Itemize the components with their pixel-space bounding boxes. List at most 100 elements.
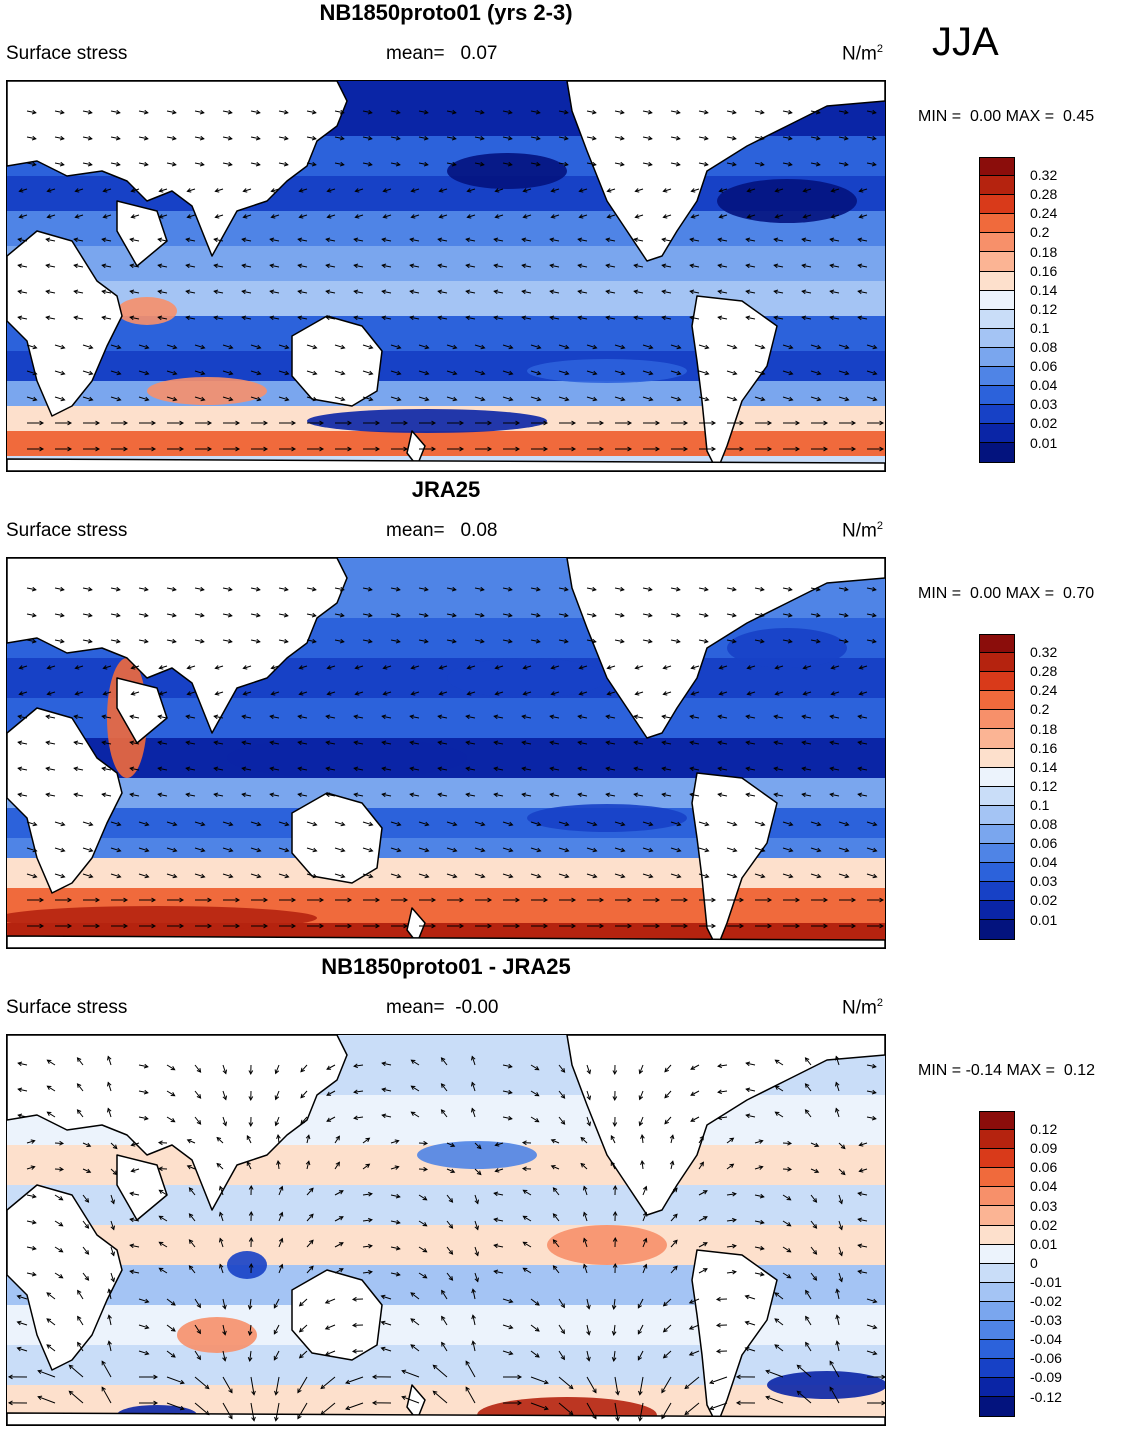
vector-head xyxy=(172,821,178,827)
vector-head xyxy=(805,1289,810,1295)
stress-vector xyxy=(37,1370,56,1378)
vector-head xyxy=(633,740,639,746)
stress-vector xyxy=(300,1064,308,1073)
vector-head xyxy=(844,344,850,350)
stress-vector xyxy=(810,587,820,591)
stress-vector xyxy=(418,344,429,349)
stress-vector xyxy=(838,344,849,349)
stress-vector xyxy=(411,1085,420,1092)
stress-vector xyxy=(131,665,140,669)
vector-head xyxy=(263,923,269,929)
vector-head xyxy=(309,1265,314,1271)
vector-head xyxy=(382,188,388,193)
vector-head xyxy=(563,161,569,167)
vector-head xyxy=(582,1211,588,1217)
vector-head xyxy=(735,1400,741,1406)
vector-head xyxy=(715,1348,721,1354)
stress-vector xyxy=(858,1244,868,1248)
colorbar-tick-label: 0.18 xyxy=(1030,243,1058,260)
vector-head xyxy=(522,1267,528,1273)
stress-vector xyxy=(838,1272,843,1282)
vector-head xyxy=(106,1081,112,1087)
vector-head xyxy=(690,188,696,193)
stress-vector xyxy=(355,691,364,695)
vector-head xyxy=(151,923,157,929)
vector-field xyxy=(7,1055,885,1422)
vector-head xyxy=(577,792,583,798)
vector-head xyxy=(690,691,696,696)
vector-head xyxy=(196,1303,201,1309)
vector-head xyxy=(494,214,500,219)
stress-vector xyxy=(830,741,840,745)
stress-vector xyxy=(746,264,756,268)
colorbar-swatch xyxy=(979,805,1015,825)
stress-vector xyxy=(214,767,224,771)
vector-head xyxy=(745,263,751,269)
stress-vector xyxy=(138,821,149,826)
vector-head xyxy=(619,586,625,592)
vector-head xyxy=(423,612,429,618)
stress-vector xyxy=(103,665,112,669)
vector-head xyxy=(563,638,569,644)
stress-vector xyxy=(26,847,37,852)
stress-vector xyxy=(381,1295,392,1300)
vector-head xyxy=(106,1055,112,1061)
vector-head xyxy=(760,873,766,879)
vector-head xyxy=(459,420,465,426)
vector-head xyxy=(564,396,570,402)
vector-head xyxy=(564,370,570,376)
vector-head xyxy=(578,691,584,696)
vector-head xyxy=(521,289,527,295)
vector-head xyxy=(640,1160,645,1165)
vector-field xyxy=(17,109,885,452)
stress-vector xyxy=(243,665,252,669)
vector-head xyxy=(577,315,583,321)
vector-head xyxy=(143,161,149,167)
stress-vector xyxy=(754,1272,764,1276)
stress-vector xyxy=(194,396,205,401)
stress-vector xyxy=(75,188,84,192)
vector-head xyxy=(74,214,80,219)
stress-vector xyxy=(246,1135,252,1144)
vector-head xyxy=(263,446,269,452)
stress-vector xyxy=(131,1142,140,1146)
vector-head xyxy=(73,766,79,772)
landmass xyxy=(7,458,885,471)
stress-vector xyxy=(320,1402,336,1415)
vector-head xyxy=(612,1122,618,1128)
vector-head xyxy=(381,289,387,295)
vector-head xyxy=(170,1117,176,1123)
vector-head xyxy=(410,1292,416,1297)
vector-head xyxy=(493,1269,499,1275)
vector-head xyxy=(479,135,485,141)
stress-vector xyxy=(523,665,532,669)
vector-head xyxy=(143,1063,149,1069)
vector-head xyxy=(102,214,108,219)
stress-vector xyxy=(362,873,373,878)
vector-head xyxy=(493,766,499,772)
stress-vector xyxy=(782,136,792,140)
vector-head xyxy=(787,161,793,167)
stress-vector xyxy=(270,767,280,771)
vector-head xyxy=(241,740,247,746)
vector-head xyxy=(200,396,206,402)
min-max-readout: MIN = -0.14 MAX = 0.12 xyxy=(918,1062,1095,1080)
vector-head xyxy=(571,923,577,929)
vector-head xyxy=(340,370,346,376)
stress-vector xyxy=(187,1165,196,1170)
vector-head xyxy=(170,1065,176,1071)
colorbar-swatch xyxy=(979,844,1015,864)
vector-head xyxy=(592,1414,597,1420)
vector-head xyxy=(823,897,829,903)
stress-vector xyxy=(558,110,568,114)
vector-head xyxy=(851,897,857,903)
stress-vector xyxy=(465,1387,476,1404)
vector-head xyxy=(471,1288,476,1294)
stress-vector xyxy=(466,767,476,771)
stress-vector xyxy=(698,613,708,617)
landmass xyxy=(7,1184,123,1371)
stress-vector xyxy=(831,188,840,192)
stress-vector xyxy=(634,238,644,242)
stress-vector xyxy=(82,396,93,401)
vector-head xyxy=(339,135,345,141)
